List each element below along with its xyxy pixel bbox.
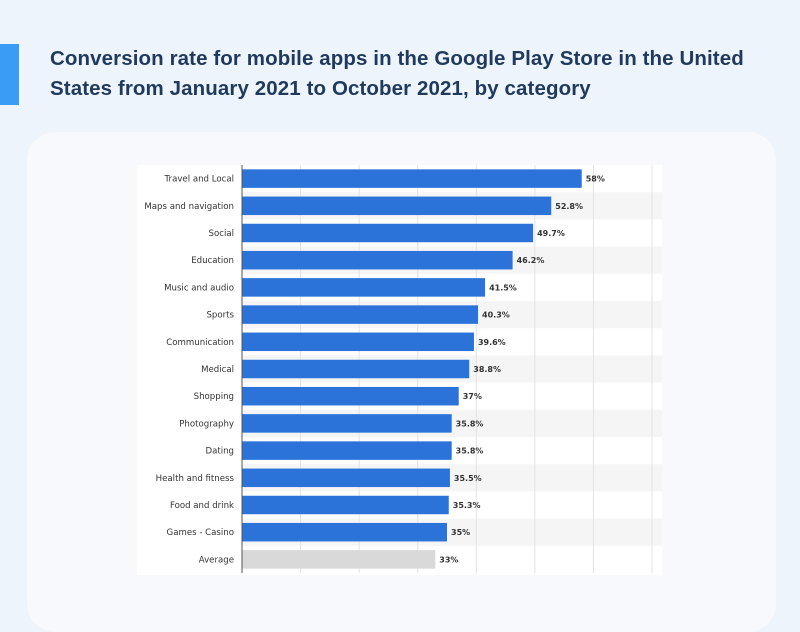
category-label: Games - Casino	[167, 528, 234, 538]
bar	[242, 522, 447, 542]
bar	[242, 305, 479, 324]
category-label: Food and drink	[170, 501, 234, 511]
category-label: Education	[191, 256, 234, 266]
bar	[242, 169, 582, 188]
value-label: 35.8%	[456, 419, 484, 428]
category-label: Shopping	[194, 392, 234, 402]
value-label: 35.3%	[453, 501, 481, 510]
page-title: Conversion rate for mobile apps in the G…	[50, 47, 744, 100]
value-label: 35%	[451, 528, 470, 537]
value-label: 33%	[439, 555, 458, 564]
bar-chart: Travel and Local 58% Maps and navigation 52…	[144, 165, 662, 573]
category-label: Social	[209, 229, 234, 239]
category-label: Travel and Local	[164, 175, 234, 185]
value-label: 37%	[463, 392, 482, 401]
chart-plot-area: Travel and Local 58% Maps and navigation 52…	[137, 165, 662, 575]
category-label: Music and audio	[164, 283, 234, 293]
category-label: Medical	[201, 365, 234, 375]
bar	[242, 441, 452, 460]
bar	[242, 386, 459, 406]
bar	[242, 495, 449, 515]
category-label: Maps and navigation	[144, 202, 234, 212]
value-label: 52.8%	[555, 202, 583, 211]
bar	[242, 332, 474, 352]
bar	[242, 468, 450, 488]
value-label: 49.7%	[537, 229, 565, 238]
bar	[242, 196, 552, 216]
value-label: 40.3%	[482, 311, 510, 320]
bar	[242, 414, 452, 433]
bar	[242, 550, 436, 569]
category-label: Dating	[205, 447, 234, 457]
value-label: 35.5%	[454, 474, 482, 483]
bar	[242, 278, 486, 297]
category-label: Average	[199, 555, 234, 565]
bar	[242, 359, 470, 379]
category-label: Sports	[206, 311, 234, 321]
category-label: Photography	[179, 419, 234, 429]
bar	[242, 250, 513, 270]
value-label: 35.8%	[456, 447, 484, 456]
value-label: 38.8%	[473, 365, 501, 374]
value-label: 58%	[586, 175, 605, 184]
value-label: 41.5%	[489, 283, 517, 292]
value-label: 39.6%	[478, 338, 506, 347]
category-label: Health and fitness	[156, 474, 235, 484]
bar	[242, 223, 534, 243]
value-label: 46.2%	[517, 256, 545, 265]
accent-bar	[0, 44, 19, 105]
category-label: Communication	[166, 338, 234, 348]
